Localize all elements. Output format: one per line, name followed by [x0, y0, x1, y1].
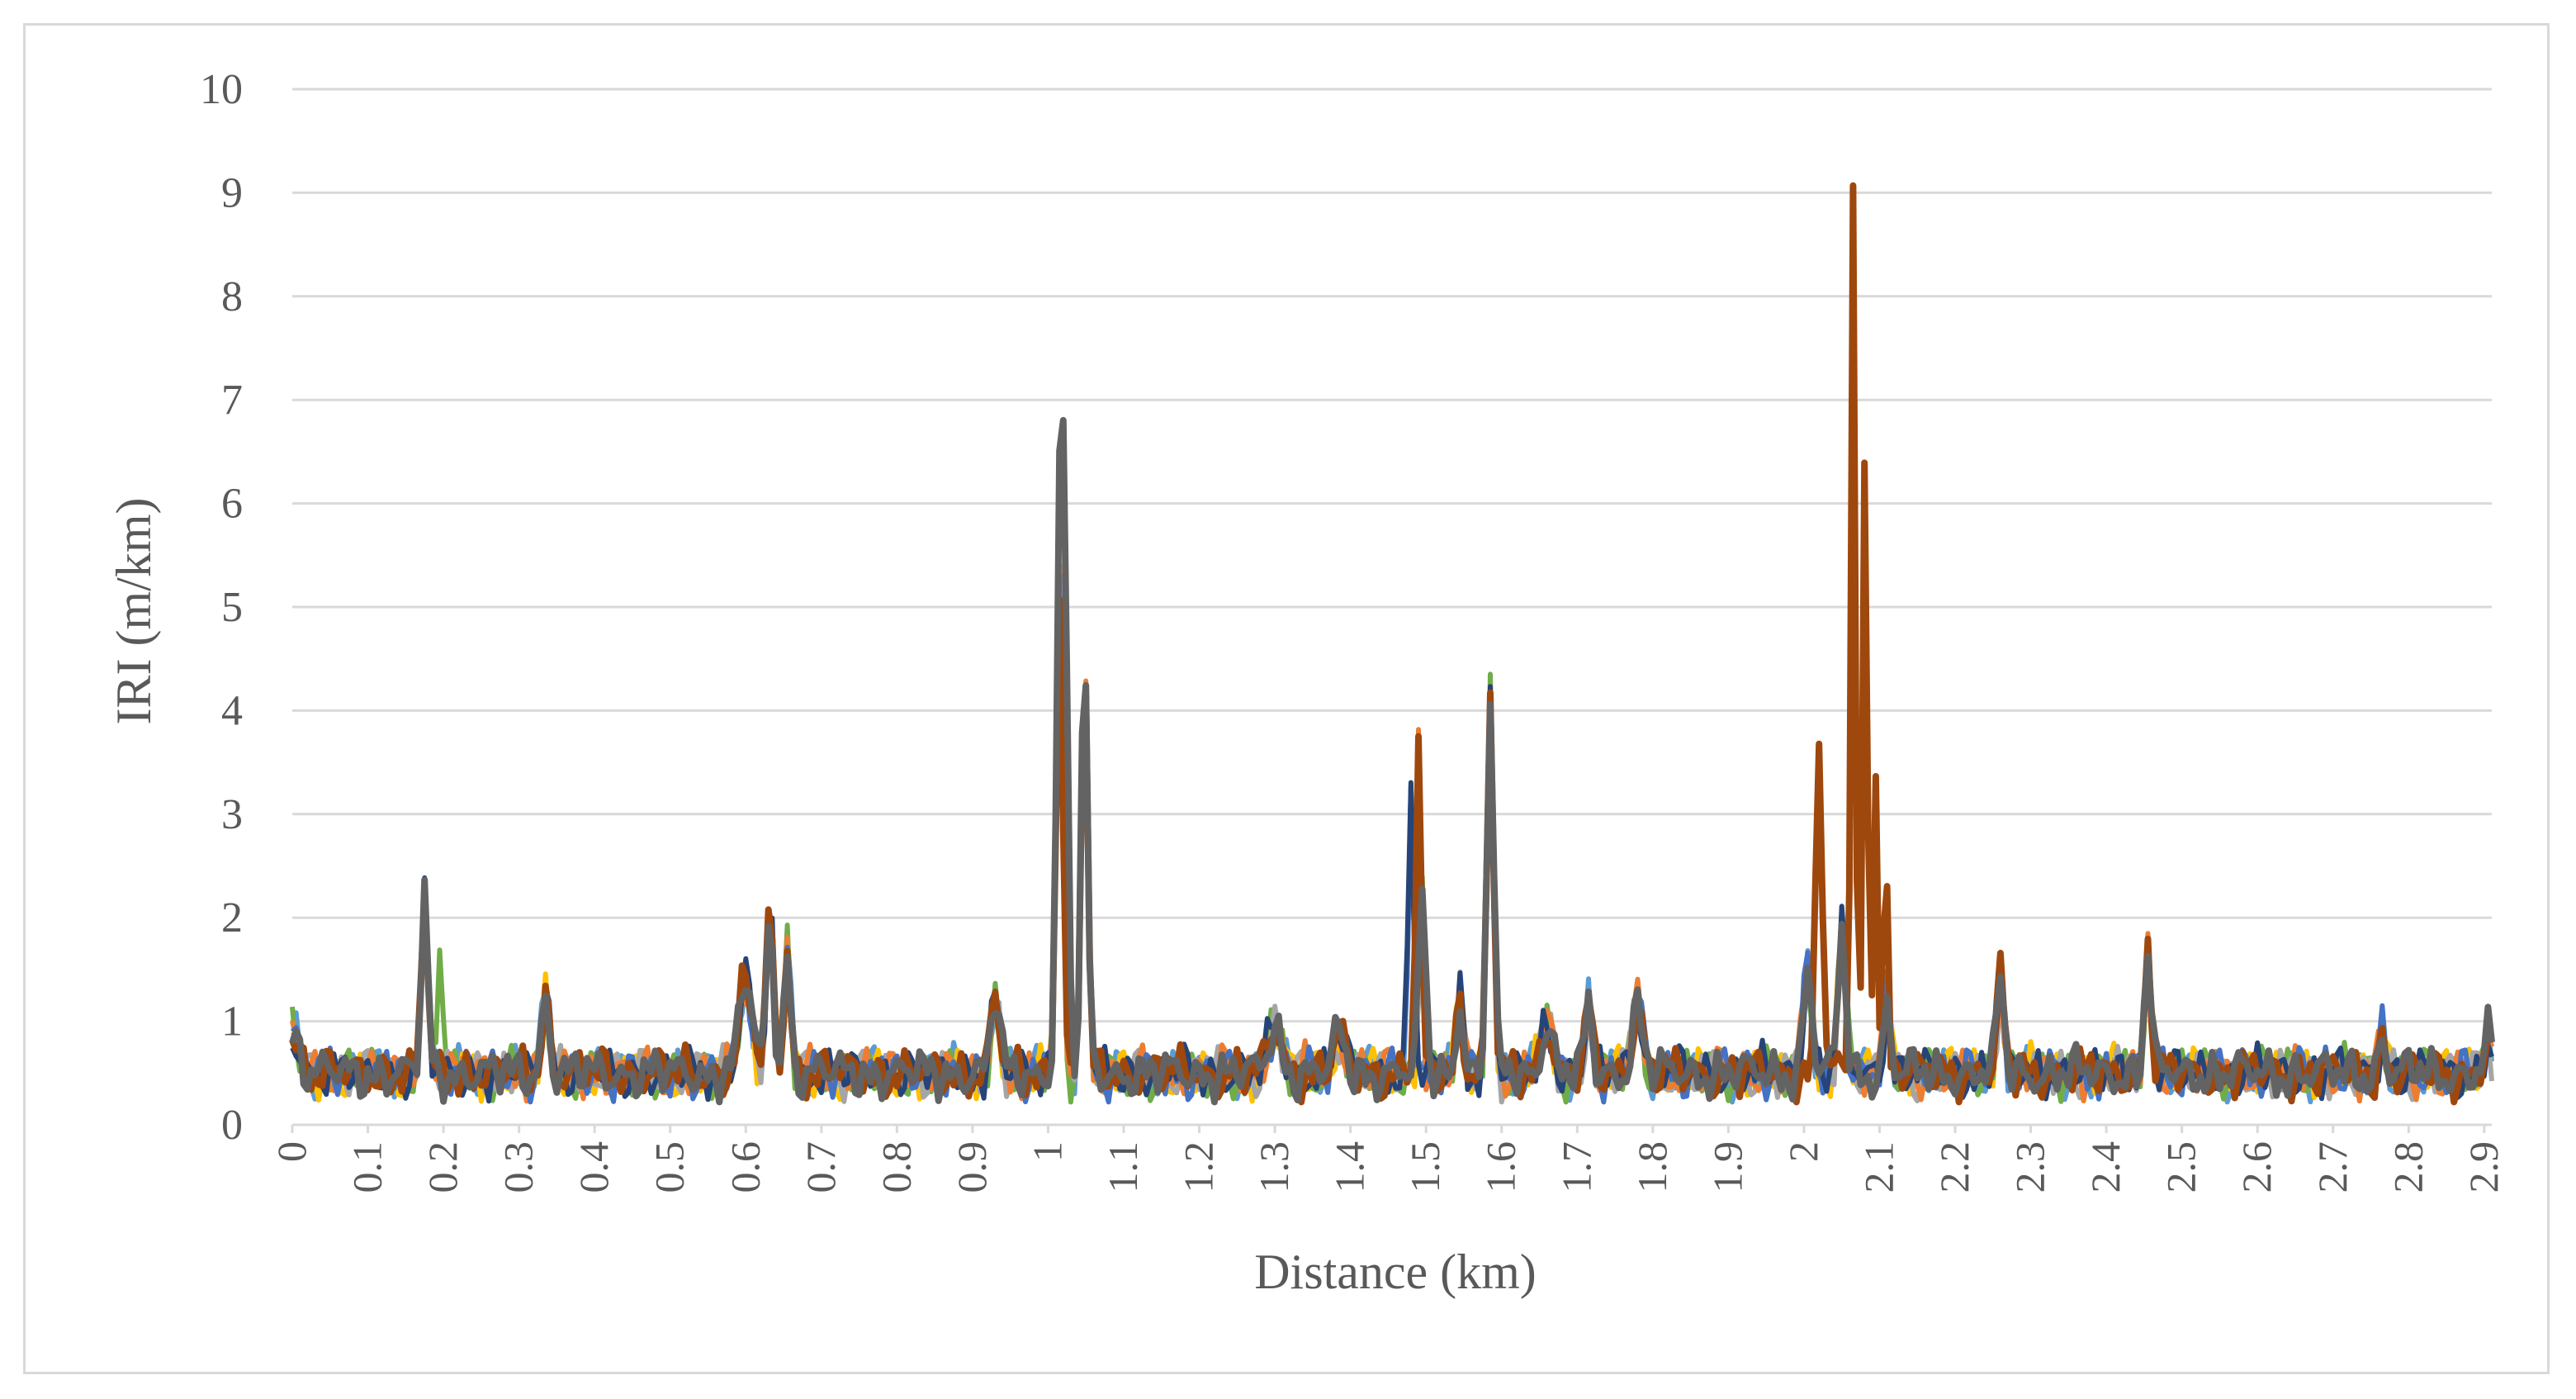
y-tick-label: 3 [221, 791, 243, 838]
x-tick-label: 2.9 [2460, 1141, 2507, 1193]
x-tick-label: 2.8 [2384, 1141, 2431, 1193]
y-tick-label: 4 [221, 687, 243, 734]
x-tick-label: 1.8 [1629, 1141, 1675, 1193]
series-line-7 [290, 439, 2494, 1104]
x-tick-label: 1.9 [1704, 1141, 1750, 1193]
x-tick-label: 2.6 [2233, 1141, 2280, 1193]
series-line-1 [290, 572, 2494, 1105]
x-tick-label: 0.9 [949, 1141, 995, 1193]
x-tick-label: 2.4 [2082, 1141, 2129, 1193]
series-line-3 [290, 582, 2494, 1105]
y-tick-label: 0 [221, 1102, 243, 1149]
x-tick-label: 2.5 [2158, 1141, 2204, 1193]
x-tick-label: 2.2 [1931, 1141, 1977, 1193]
x-tick-label: 0 [268, 1141, 315, 1162]
y-tick-label: 5 [221, 584, 243, 631]
chart-frame [23, 23, 2550, 1374]
x-tick-label: 0.5 [646, 1141, 693, 1193]
x-tick-label: 1.1 [1100, 1141, 1146, 1193]
x-tick-labels: 0 0.1 0.2 0.3 0.4 0.5 0.6 0.7 0.8 0.9 1 1.1 1.2 1.3 1.… [268, 1125, 2507, 1193]
x-tick-label: 0.7 [798, 1141, 844, 1193]
y-tick-label: 6 [221, 481, 243, 528]
x-tick-label: 2.7 [2309, 1141, 2356, 1193]
series-line-4 [290, 605, 2494, 1104]
x-tick-label: 0.1 [344, 1141, 391, 1193]
series-line-5 [290, 582, 2494, 1105]
x-axis-title: Distance (km) [1254, 1245, 1537, 1299]
y-tick-label: 7 [221, 377, 243, 424]
x-tick-label: 1.5 [1402, 1141, 1448, 1193]
y-tick-label: 10 [200, 66, 243, 113]
x-tick-label: 1.6 [1478, 1141, 1524, 1193]
series-line-9 [289, 416, 2495, 1106]
series-line-6 [290, 586, 2494, 1105]
x-tick-label: 1.7 [1553, 1141, 1599, 1193]
y-tick-labels: 0 1 2 3 4 5 6 7 8 9 10 [200, 66, 243, 1149]
x-tick-label: 0.6 [722, 1141, 768, 1193]
x-tick-label: 2.1 [1855, 1141, 1901, 1193]
y-tick-label: 8 [221, 273, 243, 320]
x-tick-label: 0.2 [419, 1141, 466, 1193]
x-tick-label: 1.2 [1176, 1141, 1222, 1193]
series-lines [289, 182, 2495, 1106]
x-tick-label: 1.4 [1327, 1141, 1373, 1193]
x-tick-label: 2.3 [2007, 1141, 2053, 1193]
series-line-8 [289, 182, 2493, 1106]
y-tick-label: 9 [221, 169, 243, 216]
y-tick-label: 2 [221, 894, 243, 941]
y-axis-title: IRI (m/km) [107, 498, 161, 725]
x-tick-label: 0.8 [873, 1141, 919, 1193]
grid-lines [292, 88, 2492, 1126]
y-tick-label: 1 [221, 998, 243, 1046]
x-tick-label: 1 [1024, 1141, 1070, 1162]
x-tick-label: 0.3 [495, 1141, 542, 1193]
x-tick-label: 0.4 [571, 1141, 617, 1193]
x-tick-label: 1.3 [1251, 1141, 1297, 1193]
x-tick-label: 2 [1780, 1141, 1826, 1162]
